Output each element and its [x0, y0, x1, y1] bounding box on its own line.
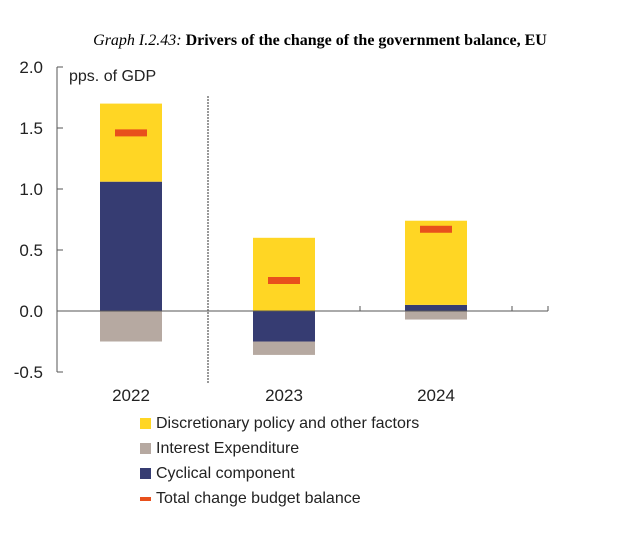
legend-swatch [140, 418, 151, 429]
legend: Discretionary policy and other factors In… [140, 411, 419, 511]
y-axis-label: pps. of GDP [69, 68, 156, 85]
total-marker [420, 225, 452, 233]
total-marker [115, 129, 147, 137]
legend-swatch [140, 496, 151, 501]
total-marker [268, 277, 300, 284]
bar-cyclical-component [253, 311, 315, 342]
bar-cyclical-component [405, 304, 467, 311]
y-tick-label: 2.0 [19, 58, 43, 77]
y-tick-label: -0.5 [14, 363, 43, 382]
legend-item: Total change budget balance [140, 486, 419, 511]
legend-swatch [140, 443, 151, 454]
legend-swatch [140, 468, 151, 479]
x-tick-label: 2024 [417, 386, 455, 405]
title-prefix: Graph I.2.43: [93, 32, 182, 49]
bar-discretionary-policy-and-other-factors [253, 237, 315, 311]
bar-discretionary-policy-and-other-factors [405, 220, 467, 305]
legend-label: Cyclical component [156, 464, 295, 482]
legend-item: Interest Expenditure [140, 436, 419, 461]
legend-item: Discretionary policy and other factors [140, 411, 419, 436]
legend-label: Discretionary policy and other factors [156, 414, 420, 432]
title-text: Drivers of the change of the government … [185, 32, 547, 49]
bar-discretionary-policy-and-other-factors [100, 103, 162, 182]
y-tick-label: 1.5 [19, 119, 43, 138]
x-tick-label: 2023 [265, 386, 303, 405]
legend-item: Cyclical component [140, 461, 419, 486]
bar-interest-expenditure [405, 311, 467, 320]
chart-title: Graph I.2.43: Drivers of the change of t… [60, 30, 580, 51]
bar-interest-expenditure [253, 341, 315, 355]
y-tick-label: 1.0 [19, 180, 43, 199]
y-tick-label: 0.5 [19, 241, 43, 260]
x-tick-label: 2022 [112, 386, 150, 405]
legend-label: Total change budget balance [156, 489, 361, 507]
legend-label: Interest Expenditure [156, 439, 300, 457]
y-tick-label: 0.0 [19, 302, 43, 321]
bar-cyclical-component [100, 181, 162, 311]
bar-interest-expenditure [100, 311, 162, 342]
